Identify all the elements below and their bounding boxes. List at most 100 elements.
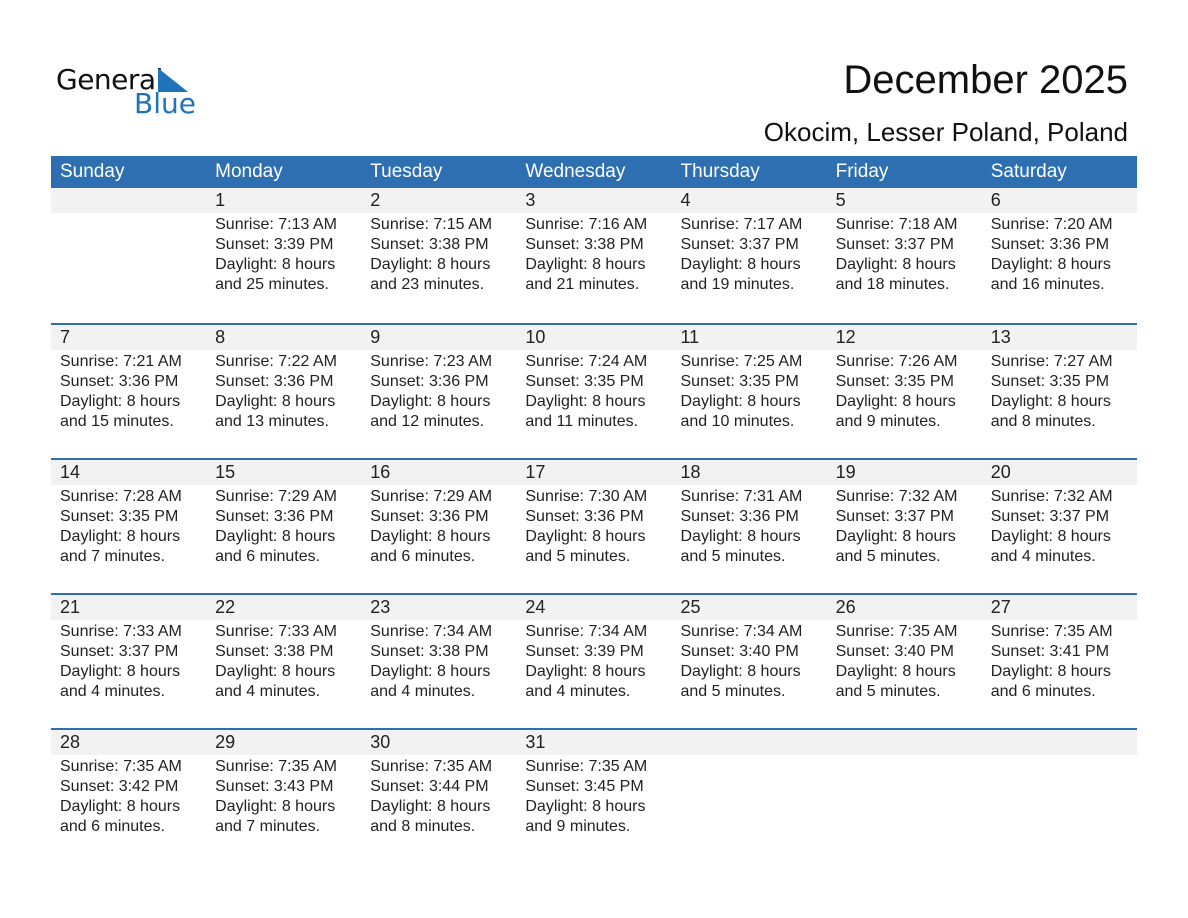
minutes-text: and 9 minutes. [835, 413, 941, 430]
sunrise-text: Sunrise: 7:34 AM [525, 623, 648, 640]
sunrise-text: Sunrise: 7:28 AM [60, 488, 182, 505]
sunrise-text: Sunrise: 7:18 AM [835, 216, 958, 233]
sunrise-text: Sunrise: 7:20 AM [990, 216, 1113, 233]
daylight-text: Daylight: 8 hours [990, 256, 1111, 273]
day-cell: 6 Sunrise: 7:20 AM Sunset: 3:36 PM Daylight… [982, 188, 1137, 295]
daylight-text: Daylight: 8 hours [680, 256, 801, 273]
day-cell: 7 Sunrise: 7:21 AM Sunset: 3:36 PM Daylight… [51, 325, 206, 432]
day-cell: 27 Sunrise: 7:35 AM Sunset: 3:41 PM Dayligh… [982, 595, 1137, 702]
daylight-text: Daylight: 8 hours [680, 663, 801, 680]
day-cell: 23 Sunrise: 7:34 AM Sunset: 3:38 PM Dayligh… [361, 595, 516, 702]
day-cell: 16 Sunrise: 7:29 AM Sunset: 3:36 PM Dayligh… [361, 460, 516, 567]
sunset-text: Sunset: 3:39 PM [525, 643, 644, 660]
daylight-text: Daylight: 8 hours [680, 528, 801, 545]
sunrise-text: Sunrise: 7:17 AM [680, 216, 803, 233]
day-number: 12 [835, 327, 856, 347]
daylight-text: Daylight: 8 hours [525, 256, 646, 273]
daylight-text: Daylight: 8 hours [525, 528, 646, 545]
day-number: 27 [990, 597, 1011, 617]
day-number: 11 [680, 327, 700, 347]
minutes-text: and 9 minutes. [525, 818, 631, 835]
sunset-text: Sunset: 3:40 PM [835, 643, 954, 660]
minutes-text: and 4 minutes. [60, 683, 165, 700]
day-cell: 28 Sunrise: 7:35 AM Sunset: 3:42 PM Dayligh… [51, 730, 206, 837]
minutes-text: and 12 minutes. [370, 413, 485, 430]
sunset-text: Sunset: 3:45 PM [525, 778, 644, 795]
daylight-text: Daylight: 8 hours [370, 798, 491, 815]
sunset-text: Sunset: 3:35 PM [60, 508, 179, 525]
day-cell: 15 Sunrise: 7:29 AM Sunset: 3:36 PM Dayligh… [206, 460, 361, 567]
sunrise-text: Sunrise: 7:21 AM [60, 353, 182, 370]
day-cell: 29 Sunrise: 7:35 AM Sunset: 3:43 PM Dayligh… [206, 730, 361, 837]
minutes-text: and 23 minutes. [370, 276, 485, 293]
sunrise-text: Sunrise: 7:34 AM [370, 623, 493, 640]
sunrise-text: Sunrise: 7:25 AM [680, 353, 803, 370]
sunset-text: Sunset: 3:38 PM [525, 236, 644, 253]
day-number: 5 [835, 190, 846, 210]
day-number: 30 [370, 732, 391, 752]
daylight-text: Daylight: 8 hours [370, 256, 491, 273]
minutes-text: and 5 minutes. [680, 548, 786, 565]
daylight-text: Daylight: 8 hours [835, 528, 956, 545]
day-cell: 26 Sunrise: 7:35 AM Sunset: 3:40 PM Dayligh… [827, 595, 982, 702]
day-number: 6 [990, 190, 1001, 210]
minutes-text: and 5 minutes. [680, 683, 786, 700]
day-cell: 11 Sunrise: 7:25 AM Sunset: 3:35 PM Dayligh… [672, 325, 827, 432]
minutes-text: and 5 minutes. [525, 548, 631, 565]
minutes-text: and 7 minutes. [215, 818, 321, 835]
minutes-text: and 4 minutes. [215, 683, 321, 700]
daylight-text: Daylight: 8 hours [525, 663, 646, 680]
daylight-text: Daylight: 8 hours [525, 393, 646, 410]
logo-text-blue: Blue [134, 87, 196, 120]
sunrise-text: Sunrise: 7:35 AM [835, 623, 958, 640]
sunset-text: Sunset: 3:37 PM [990, 508, 1110, 525]
minutes-text: and 11 minutes. [525, 413, 639, 430]
day-cell [982, 730, 1137, 837]
day-cell: 8 Sunrise: 7:22 AM Sunset: 3:36 PM Daylight… [206, 325, 361, 432]
sunrise-text: Sunrise: 7:33 AM [60, 623, 182, 640]
sunset-text: Sunset: 3:36 PM [525, 508, 644, 525]
date-band [51, 325, 1137, 350]
logo: General Blue [56, 64, 196, 120]
day-cell: 30 Sunrise: 7:35 AM Sunset: 3:44 PM Dayligh… [361, 730, 516, 837]
sunset-text: Sunset: 3:38 PM [370, 643, 489, 660]
sunset-text: Sunset: 3:43 PM [215, 778, 334, 795]
sunset-text: Sunset: 3:37 PM [60, 643, 179, 660]
sunrise-text: Sunrise: 7:34 AM [680, 623, 803, 640]
minutes-text: and 16 minutes. [990, 276, 1105, 293]
minutes-text: and 13 minutes. [215, 413, 329, 430]
day-cell: 14 Sunrise: 7:28 AM Sunset: 3:35 PM Dayligh… [51, 460, 206, 567]
day-number: 15 [215, 462, 236, 482]
sunrise-text: Sunrise: 7:35 AM [370, 758, 493, 775]
daylight-text: Daylight: 8 hours [215, 256, 336, 273]
day-cell: 4 Sunrise: 7:17 AM Sunset: 3:37 PM Daylight… [672, 188, 827, 295]
daylight-text: Daylight: 8 hours [215, 393, 336, 410]
sunset-text: Sunset: 3:38 PM [370, 236, 489, 253]
weekday-wednesday: Wednesday [525, 161, 626, 182]
logo-triangle-icon [158, 68, 188, 92]
weekday-thursday: Thursday [680, 161, 760, 182]
day-number: 3 [525, 190, 536, 210]
weekday-friday: Friday [835, 161, 889, 182]
day-cell: 22 Sunrise: 7:33 AM Sunset: 3:38 PM Dayligh… [206, 595, 361, 702]
sunset-text: Sunset: 3:44 PM [370, 778, 489, 795]
sunrise-text: Sunrise: 7:31 AM [680, 488, 803, 505]
minutes-text: and 4 minutes. [370, 683, 476, 700]
week-row: 28 Sunrise: 7:35 AM Sunset: 3:42 PM Dayligh… [51, 728, 1137, 863]
day-number: 7 [60, 327, 71, 347]
day-number: 25 [680, 597, 701, 617]
day-cell [672, 730, 827, 837]
sunset-text: Sunset: 3:35 PM [525, 373, 644, 390]
day-cell: 9 Sunrise: 7:23 AM Sunset: 3:36 PM Daylight… [361, 325, 516, 432]
sunset-text: Sunset: 3:41 PM [990, 643, 1110, 660]
daylight-text: Daylight: 8 hours [370, 393, 491, 410]
day-number: 24 [525, 597, 546, 617]
minutes-text: and 5 minutes. [835, 683, 941, 700]
day-cell: 20 Sunrise: 7:32 AM Sunset: 3:37 PM Dayligh… [982, 460, 1137, 567]
day-cell: 21 Sunrise: 7:33 AM Sunset: 3:37 PM Dayligh… [51, 595, 206, 702]
day-cell: 17 Sunrise: 7:30 AM Sunset: 3:36 PM Dayligh… [516, 460, 671, 567]
minutes-text: and 7 minutes. [60, 548, 165, 565]
minutes-text: and 10 minutes. [680, 413, 795, 430]
day-cell: 24 Sunrise: 7:34 AM Sunset: 3:39 PM Dayligh… [516, 595, 671, 702]
minutes-text: and 8 minutes. [370, 818, 476, 835]
